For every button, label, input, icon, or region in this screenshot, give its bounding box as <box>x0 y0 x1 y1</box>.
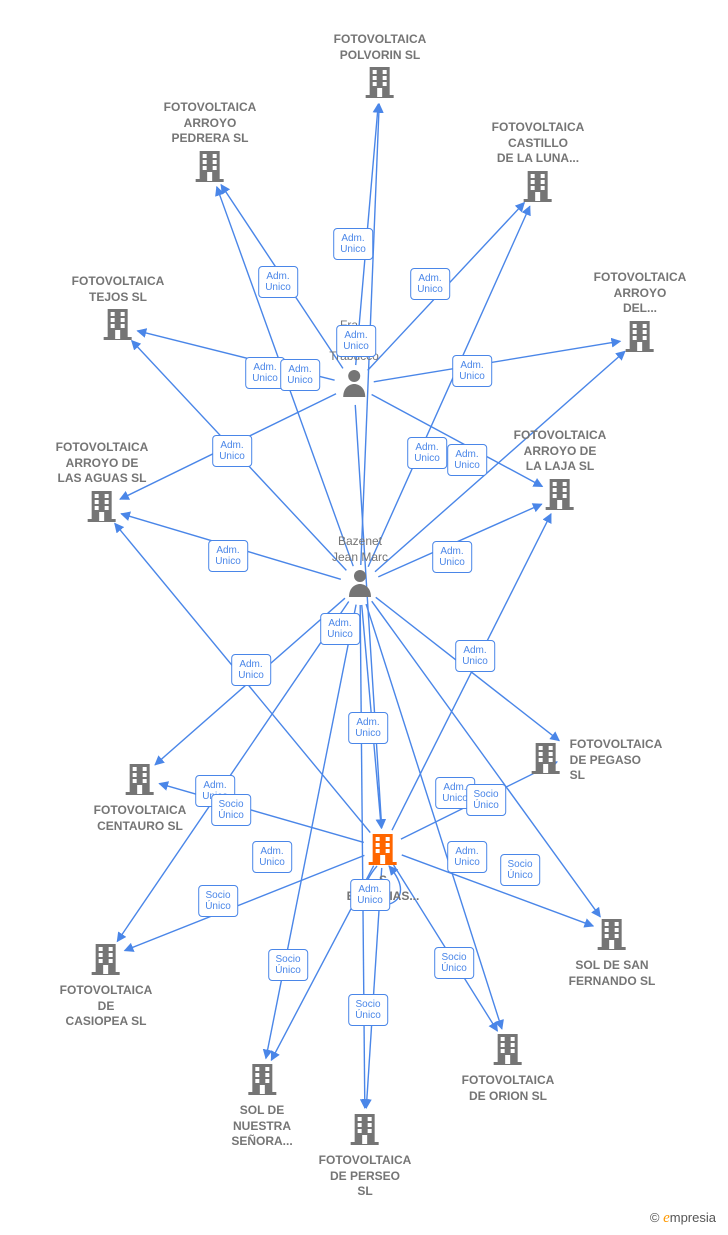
company-node-pegaso[interactable]: FOTOVOLTAICA DE PEGASO SL <box>528 735 663 784</box>
edge-label: Adm. Unico <box>231 654 271 686</box>
edge-line <box>125 855 365 950</box>
building-icon <box>347 830 420 871</box>
building-icon <box>492 167 585 208</box>
node-label: FOTOVOLTAICA ARROYO DE LAS AGUAS SL <box>56 440 149 487</box>
node-label: FOTOVOLTAICA ARROYO DE LA LAJA SL <box>514 428 607 475</box>
company-node-polvorin[interactable]: FOTOVOLTAICA POLVORIN SL <box>334 30 427 104</box>
edge-label: Socio Único <box>500 854 540 886</box>
edge-label: Adm. Unico <box>452 355 492 387</box>
node-label: FOTOVOLTAICA TEJOS SL <box>72 274 165 305</box>
edge-label: Adm. Unico <box>407 437 447 469</box>
company-node-sanfernando[interactable]: SOL DE SAN FERNANDO SL <box>569 915 656 989</box>
edge-label: Socio Único <box>466 784 506 816</box>
watermark: © empresia <box>650 1210 716 1227</box>
company-node-nuestra[interactable]: SOL DE NUESTRA SEÑORA... <box>231 1060 292 1150</box>
company-node-arroyo_del[interactable]: FOTOVOLTAICA ARROYO DEL... <box>594 268 687 358</box>
edge-label: Adm. Unico <box>208 540 248 572</box>
edge-label: Socio Único <box>268 949 308 981</box>
company-node-aguas[interactable]: FOTOVOLTAICA ARROYO DE LAS AGUAS SL <box>56 438 149 528</box>
edge-label: Adm. Unico <box>348 712 388 744</box>
edge-label: Adm. Unico <box>336 325 376 357</box>
edge-line <box>368 206 530 567</box>
edge-label: Adm. Unico <box>447 841 487 873</box>
company-node-centauro[interactable]: FOTOVOLTAICA CENTAURO SL <box>94 760 187 834</box>
node-label: FOTOVOLTAICA CENTAURO SL <box>94 803 187 834</box>
edge-label: Adm. Unico <box>410 268 450 300</box>
building-icon <box>462 1030 555 1071</box>
company-node-perseo[interactable]: FOTOVOLTAICA DE PERSEO SL <box>319 1110 412 1200</box>
diagram-canvas: FOTOVOLTAICA POLVORIN SL FOTOVOLTAICA AR… <box>0 0 728 1235</box>
edge-label: Adm. Unico <box>320 613 360 645</box>
node-label: FOTOVOLTAICA CASTILLO DE LA LUNA... <box>492 120 585 167</box>
edge-label: Socio Único <box>211 794 251 826</box>
building-icon <box>569 915 656 956</box>
building-icon <box>334 63 427 104</box>
company-node-orion[interactable]: FOTOVOLTAICA DE ORION SL <box>462 1030 555 1104</box>
company-node-laja[interactable]: FOTOVOLTAICA ARROYO DE LA LAJA SL <box>514 426 607 516</box>
edge-label: Adm. Unico <box>252 841 292 873</box>
company-node-castillo[interactable]: FOTOVOLTAICA CASTILLO DE LA LUNA... <box>492 118 585 208</box>
edge-label: Adm. Unico <box>280 359 320 391</box>
building-icon <box>231 1060 292 1101</box>
edge-label: Socio Único <box>348 994 388 1026</box>
company-node-pedrera[interactable]: FOTOVOLTAICA ARROYO PEDRERA SL <box>164 98 257 188</box>
node-label: FOTOVOLTAICA DE PERSEO SL <box>319 1153 412 1200</box>
edge-label: Adm. Unico <box>258 266 298 298</box>
company-node-tejos[interactable]: FOTOVOLTAICA TEJOS SL <box>72 272 165 346</box>
person-icon <box>332 567 388 602</box>
node-label: FOTOVOLTAICA DE CASIOPEA SL <box>60 983 153 1030</box>
edge-label: Socio Único <box>198 885 238 917</box>
node-label: Bazenet Jean Marc <box>332 534 388 565</box>
building-icon <box>94 760 187 801</box>
edge-label: Adm. Unico <box>432 541 472 573</box>
watermark-text: mpresia <box>670 1210 716 1225</box>
edge-label: Adm. Unico <box>245 357 285 389</box>
edges-layer <box>0 0 728 1235</box>
building-icon <box>60 940 153 981</box>
edge-label: Adm. Unico <box>333 228 373 260</box>
edge-label: Socio Único <box>434 947 474 979</box>
node-label: FOTOVOLTAICA POLVORIN SL <box>334 32 427 63</box>
node-label: FOTOVOLTAICA DE ORION SL <box>462 1073 555 1104</box>
building-icon <box>514 475 607 516</box>
watermark-e: e <box>663 1210 670 1226</box>
building-icon <box>528 739 564 780</box>
edge-label: Adm. Unico <box>447 444 487 476</box>
edge-label: Adm. Unico <box>455 640 495 672</box>
building-icon <box>56 487 149 528</box>
node-label: FOTOVOLTAICA ARROYO DEL... <box>594 270 687 317</box>
edge-line <box>402 855 593 926</box>
person-icon <box>329 367 379 402</box>
building-icon <box>594 317 687 358</box>
building-icon <box>164 147 257 188</box>
edge-line <box>374 341 621 382</box>
edge-line <box>266 605 356 1059</box>
edge-label: Adm. Unico <box>212 435 252 467</box>
node-label: SOL DE SAN FERNANDO SL <box>569 958 656 989</box>
company-node-casiopea[interactable]: FOTOVOLTAICA DE CASIOPEA SL <box>60 940 153 1030</box>
node-label: FOTOVOLTAICA ARROYO PEDRERA SL <box>164 100 257 147</box>
node-label: SOL DE NUESTRA SEÑORA... <box>231 1103 292 1150</box>
edge-label: Adm. Unico <box>350 879 390 911</box>
person-node-bazenet[interactable]: Bazenet Jean Marc <box>332 534 388 602</box>
edge-line <box>159 784 364 843</box>
building-icon <box>72 305 165 346</box>
copyright-symbol: © <box>650 1210 660 1225</box>
node-label: FOTOVOLTAICA DE PEGASO SL <box>570 737 663 784</box>
building-icon <box>319 1110 412 1151</box>
